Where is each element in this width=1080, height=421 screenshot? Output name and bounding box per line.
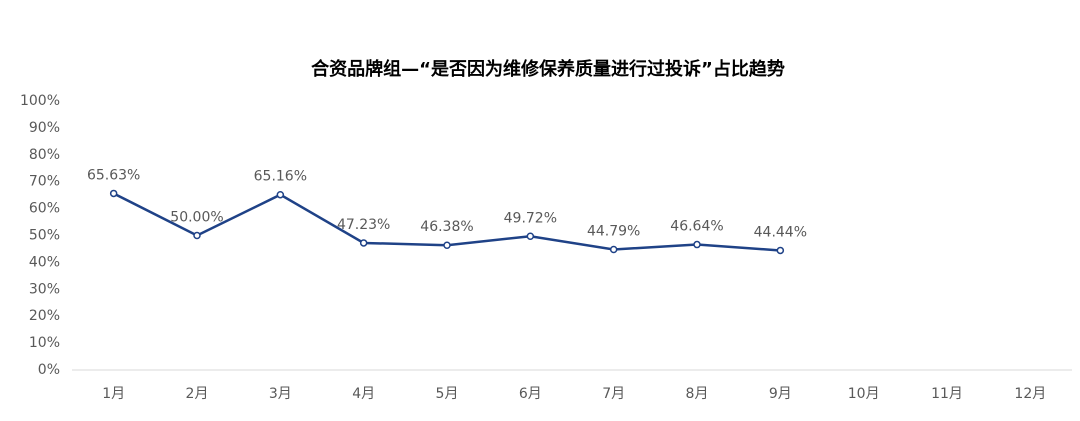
y-tick-label: 50% <box>29 228 60 244</box>
x-tick-label: 2月 <box>186 386 209 402</box>
x-tick-label: 8月 <box>686 386 709 402</box>
x-tick-label: 4月 <box>352 386 375 402</box>
x-tick-label: 5月 <box>436 386 459 402</box>
x-tick-label: 11月 <box>931 386 963 402</box>
y-tick-label: 20% <box>29 308 60 324</box>
point <box>359 239 368 247</box>
point <box>193 231 201 240</box>
y-tick-label: 10% <box>29 335 60 351</box>
data-label: 44.79% <box>587 224 640 240</box>
chart-title: 合资品牌组—“是否因为维修保养质量进行过投诉”占比趋势 <box>311 58 785 80</box>
x-tick-label: 12月 <box>1014 386 1046 402</box>
y-tick-label: 80% <box>29 147 60 163</box>
y-tick-label: 0% <box>38 362 60 378</box>
y-tick-label: 100% <box>20 93 60 109</box>
y-tick-label: 90% <box>29 120 60 136</box>
x-tick-label: 6月 <box>519 386 542 402</box>
point <box>776 246 785 255</box>
point <box>109 189 118 198</box>
x-tick-label: 7月 <box>602 386 625 402</box>
point <box>443 241 451 249</box>
data-label: 49.72% <box>504 210 557 226</box>
data-label: 44.44% <box>754 224 807 240</box>
data-label: 65.63% <box>87 167 140 183</box>
point <box>609 245 618 254</box>
data-label: 46.38% <box>420 219 473 235</box>
y-tick-label: 30% <box>29 281 60 297</box>
y-tick-label: 40% <box>29 254 60 270</box>
x-tick-label: 9月 <box>769 386 792 402</box>
x-tick-label: 10月 <box>848 386 880 402</box>
point <box>693 240 701 249</box>
data-label: 46.64% <box>670 219 723 235</box>
y-tick-label: 70% <box>29 174 60 190</box>
y-tick-label: 60% <box>29 201 60 217</box>
x-tick-label: 1月 <box>102 386 125 402</box>
data-label: 47.23% <box>337 217 390 233</box>
point <box>526 232 535 241</box>
data-label: 65.16% <box>254 169 307 185</box>
data-label: 50.00% <box>170 210 223 226</box>
x-tick-label: 3月 <box>269 386 292 402</box>
point <box>276 190 285 199</box>
